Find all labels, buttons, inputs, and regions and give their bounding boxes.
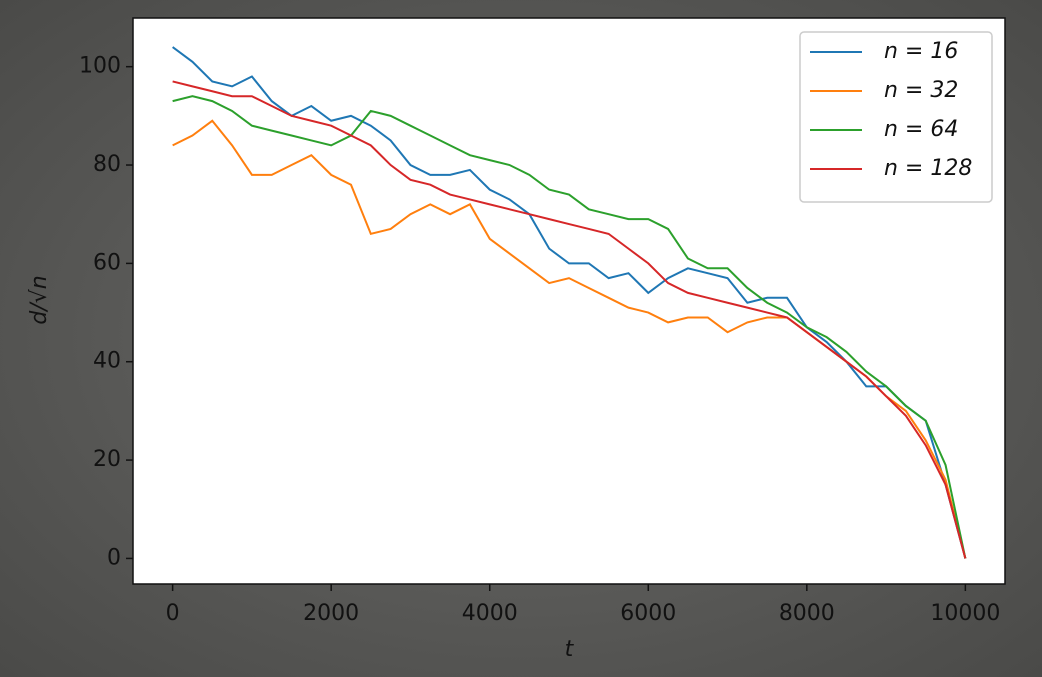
y-tick-label: 0: [107, 545, 121, 570]
y-axis-label: d/√n: [27, 275, 52, 324]
y-tick-label: 100: [79, 54, 121, 79]
y-tick-label: 80: [93, 152, 121, 177]
y-tick-label: 60: [93, 250, 121, 275]
series-line: [172, 80, 967, 559]
x-tick-label: 6000: [620, 601, 676, 626]
x-tick-label: 8000: [779, 601, 835, 626]
legend-label: n = 16: [884, 39, 958, 64]
x-tick-label: 0: [166, 601, 180, 626]
y-tick-label: 40: [93, 349, 121, 374]
x-tick-label: 10000: [930, 601, 1000, 626]
series-line: [172, 95, 967, 559]
legend-label: n = 64: [884, 117, 958, 142]
series-line: [172, 46, 967, 559]
legend-box: [799, 31, 993, 203]
y-tick-label: 20: [93, 447, 121, 472]
x-axis-label: t: [565, 637, 575, 662]
x-tick-label: 2000: [303, 601, 359, 626]
legend-label: n = 32: [884, 78, 958, 103]
legend-label: n = 128: [884, 156, 972, 181]
plot-frame: [132, 17, 1006, 585]
x-tick-label: 4000: [462, 601, 518, 626]
